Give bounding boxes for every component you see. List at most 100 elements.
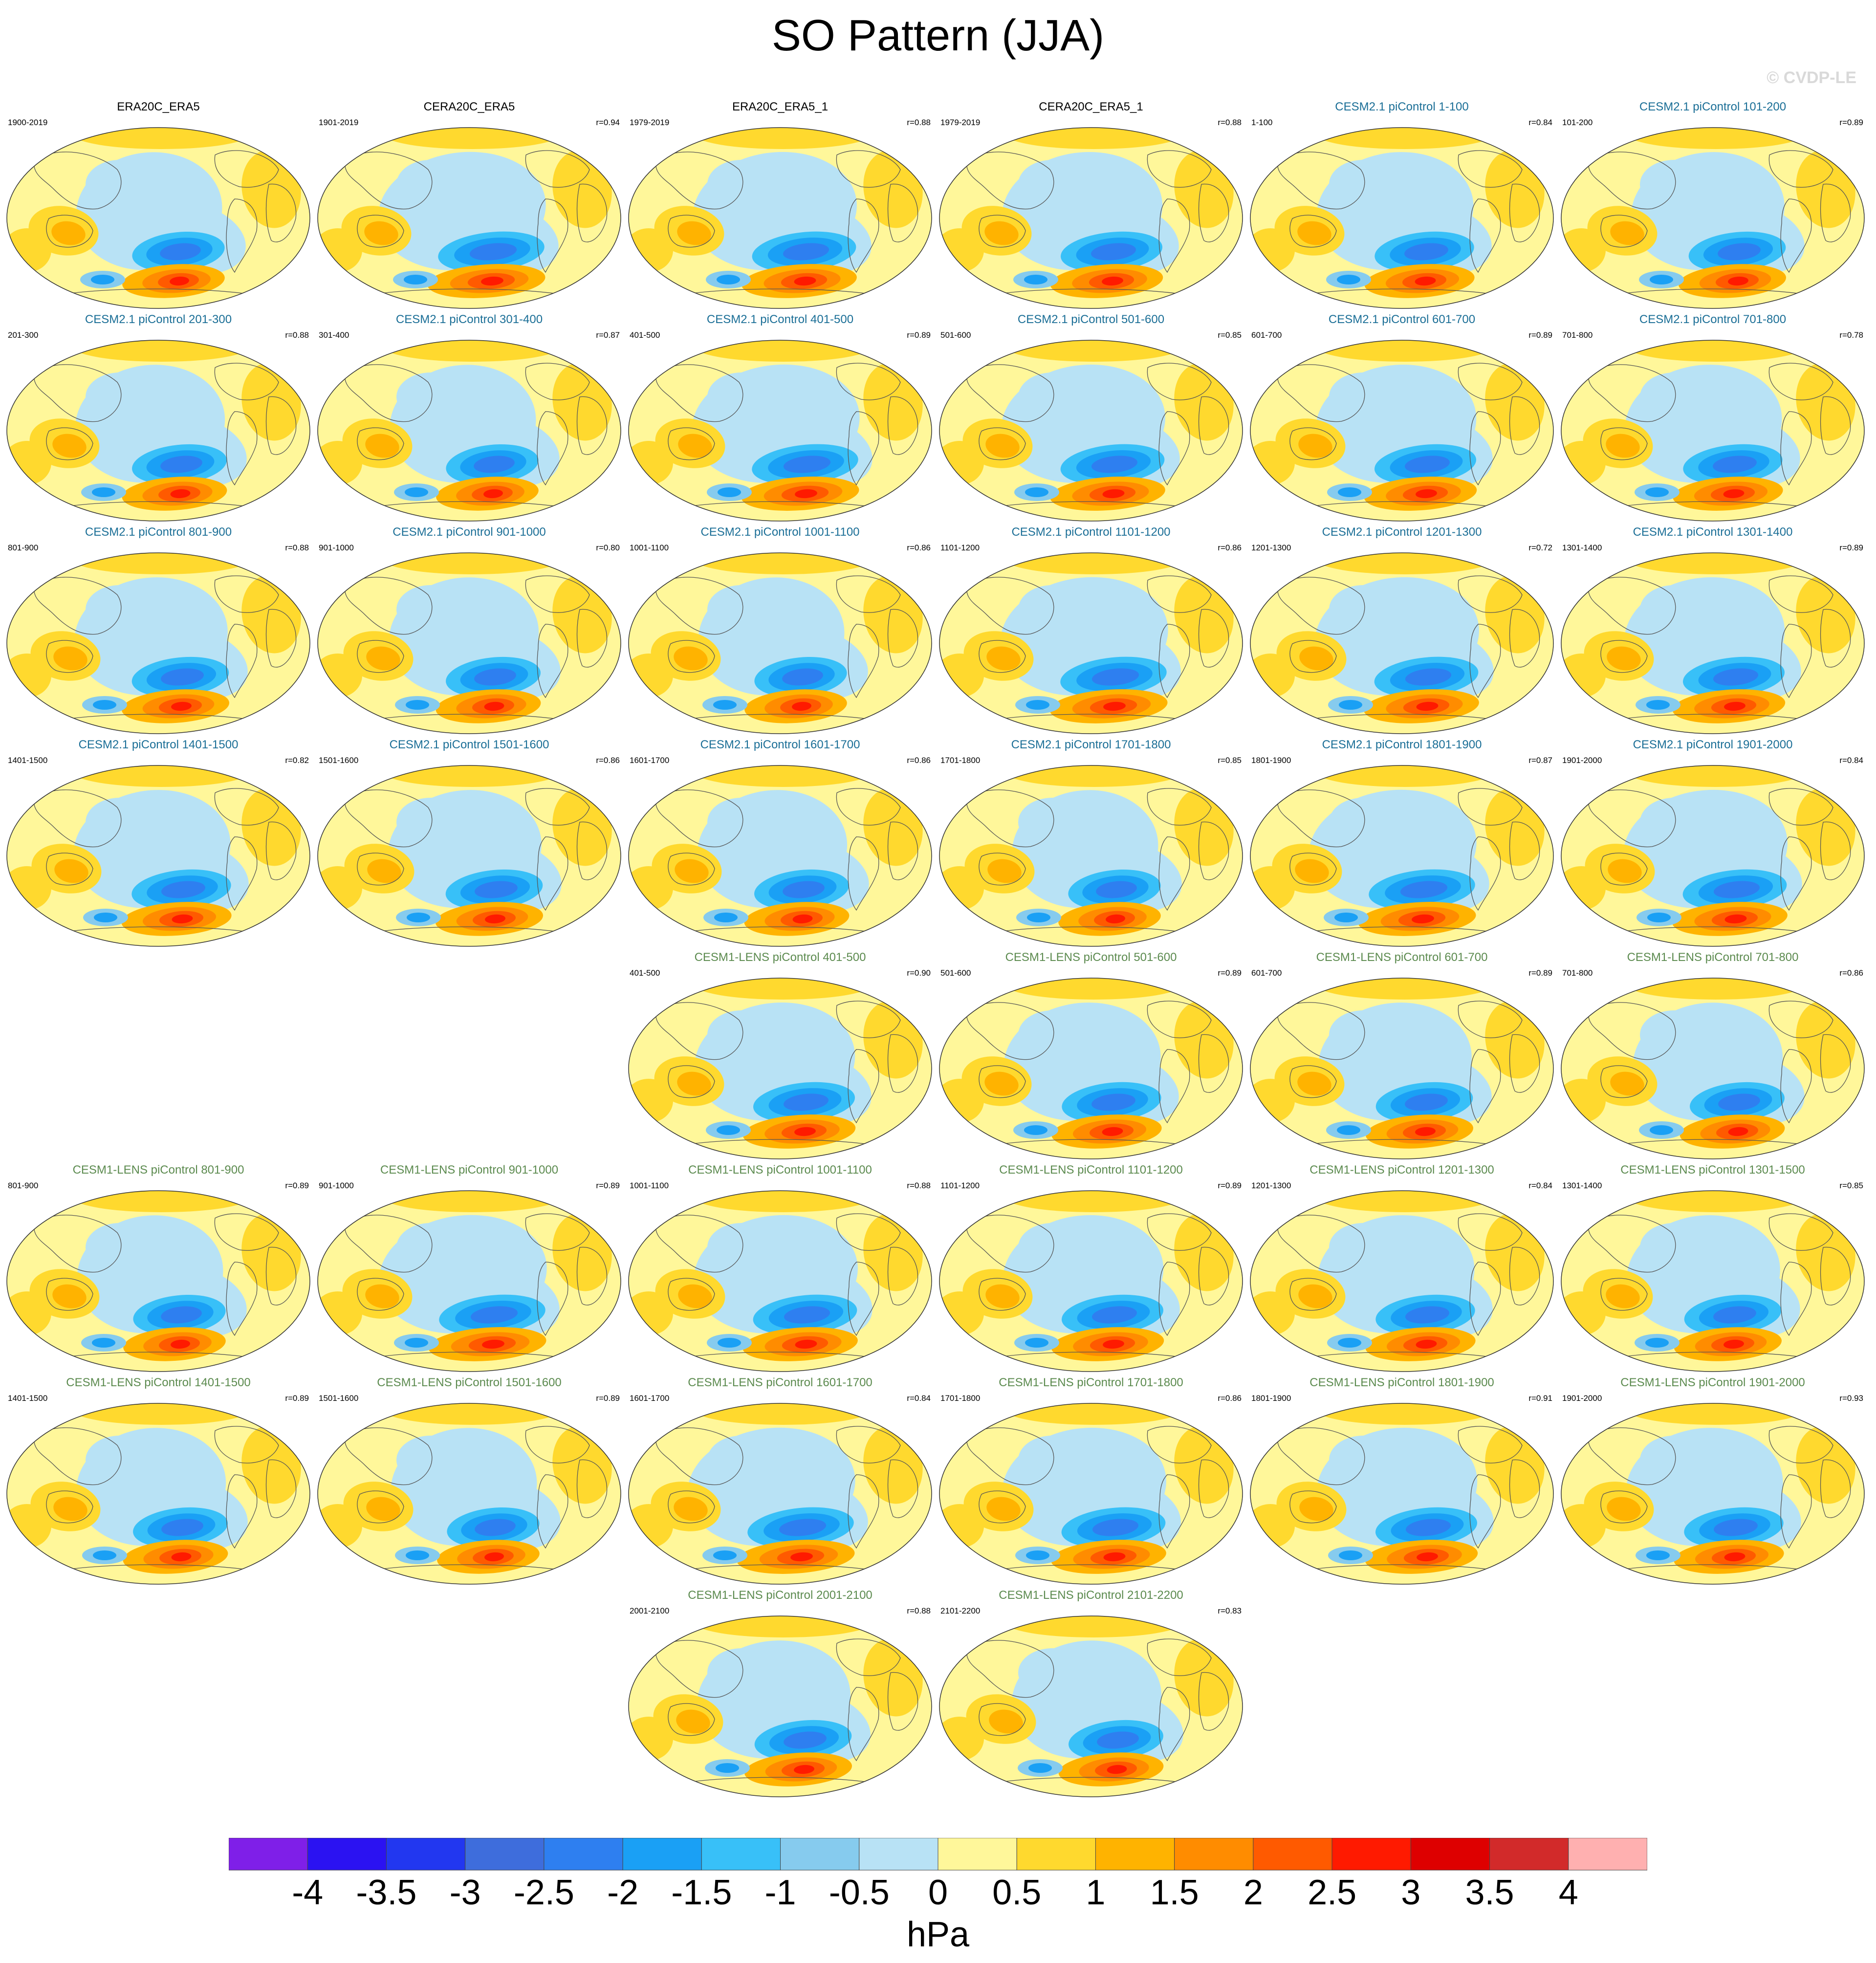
coastline bbox=[344, 577, 433, 635]
coastline bbox=[1289, 1278, 1337, 1311]
panel-title: CESM2.1 piControl 901-1000 bbox=[393, 525, 546, 539]
pacific-low-region bbox=[1329, 1436, 1397, 1484]
pacific-low-region bbox=[1640, 1010, 1708, 1059]
coastline bbox=[374, 714, 570, 721]
colorbar-swatch bbox=[1174, 1838, 1254, 1871]
coastline bbox=[836, 1213, 901, 1251]
panel-year-range: 1-100 bbox=[1251, 118, 1273, 127]
panel-pattern-correlation: r=0.88 bbox=[285, 543, 309, 552]
coastline bbox=[966, 789, 1054, 848]
secondary-low bbox=[1026, 700, 1049, 710]
coastline bbox=[1198, 183, 1229, 242]
panel-pattern-correlation: r=0.89 bbox=[1528, 968, 1552, 978]
colorbar-swatch bbox=[938, 1838, 1017, 1871]
coastline bbox=[685, 1139, 881, 1147]
secondary-low bbox=[406, 1550, 429, 1560]
pacific-low-region bbox=[86, 1436, 154, 1484]
arctic-high bbox=[1628, 765, 1804, 787]
coastline bbox=[979, 640, 1026, 673]
secondary-low bbox=[405, 487, 428, 497]
coastline bbox=[668, 427, 715, 460]
world-map bbox=[6, 127, 310, 309]
coastline bbox=[537, 411, 568, 486]
coastline bbox=[1307, 288, 1503, 296]
map-frame bbox=[1250, 1403, 1554, 1585]
coastline bbox=[214, 788, 279, 826]
coastline bbox=[1509, 183, 1540, 242]
world-map bbox=[939, 552, 1243, 734]
coastline bbox=[576, 183, 608, 242]
map-panel: CESM1-LENS piControl 501-600 501-600 r=0.8… bbox=[938, 951, 1244, 1161]
australia-high bbox=[674, 1497, 708, 1521]
coastline bbox=[1158, 1687, 1190, 1762]
arctic-high bbox=[695, 765, 871, 787]
antarctic-high-core bbox=[1412, 914, 1434, 924]
pacific-low-region bbox=[86, 585, 154, 634]
panel-pattern-correlation: r=0.88 bbox=[1218, 118, 1242, 127]
secondary-low bbox=[1337, 1125, 1360, 1135]
coastline bbox=[357, 215, 404, 248]
pacific-low-region bbox=[1640, 372, 1708, 421]
coastline bbox=[1277, 789, 1365, 848]
antarctic-high-core bbox=[1416, 701, 1439, 711]
page-title: SO Pattern (JJA) bbox=[771, 11, 1105, 60]
antarctic-high-core bbox=[170, 489, 191, 499]
world-map bbox=[628, 1403, 932, 1585]
pacific-low-region bbox=[1329, 372, 1397, 421]
map-frame bbox=[1250, 127, 1554, 309]
world-map bbox=[628, 978, 932, 1159]
secondary-low bbox=[1334, 913, 1358, 922]
coastline bbox=[1147, 1001, 1212, 1038]
colorbar-tick-label: 2 bbox=[1243, 1873, 1263, 1912]
coastline bbox=[966, 1640, 1054, 1698]
coastline bbox=[1307, 926, 1503, 934]
coastline bbox=[836, 363, 901, 400]
pacific-low-region bbox=[1018, 585, 1087, 634]
coastline bbox=[1277, 1427, 1365, 1485]
panel-year-range: 1201-1300 bbox=[1251, 543, 1291, 552]
map-panel: CESM2.1 piControl 1701-1800 1701-1800 r=0.… bbox=[938, 738, 1244, 948]
antarctic-high-core bbox=[171, 701, 192, 711]
australia-high bbox=[1297, 1071, 1331, 1096]
panel-title: CESM1-LENS piControl 1201-1300 bbox=[1309, 1163, 1494, 1177]
secondary-low bbox=[1337, 275, 1360, 284]
colorbar-swatch bbox=[386, 1838, 466, 1871]
pacific-low-region bbox=[396, 1223, 465, 1272]
australia-high bbox=[675, 859, 709, 883]
coastline bbox=[887, 1034, 918, 1093]
coastline bbox=[979, 1278, 1026, 1311]
southern-low-core bbox=[779, 1519, 827, 1536]
map-frame bbox=[6, 1403, 310, 1585]
antarctic-high-core bbox=[1102, 489, 1125, 499]
coastline bbox=[655, 1215, 743, 1273]
coastline bbox=[46, 1490, 93, 1524]
coastline bbox=[1820, 821, 1851, 880]
panel-title: CESM2.1 piControl 1501-1600 bbox=[389, 738, 549, 751]
colorbar-tick-label: -2 bbox=[607, 1873, 639, 1912]
map-frame bbox=[6, 1190, 310, 1372]
antarctic-high-core bbox=[1416, 1339, 1437, 1349]
coastline bbox=[848, 624, 879, 698]
pacific-low-region bbox=[707, 1010, 776, 1059]
australia-high bbox=[52, 434, 87, 458]
panel-year-range: 1301-1400 bbox=[1562, 1181, 1602, 1190]
map-frame bbox=[317, 765, 621, 947]
coastline bbox=[344, 1215, 433, 1273]
coastline bbox=[1820, 1246, 1851, 1306]
coastline bbox=[525, 575, 590, 613]
panel-pattern-correlation: r=0.89 bbox=[1839, 543, 1863, 552]
pacific-low-region bbox=[1640, 798, 1708, 847]
map-panel: CESM2.1 piControl 1801-1900 1801-1900 r=0.… bbox=[1248, 738, 1555, 948]
panel-year-range: 1201-1300 bbox=[1251, 1181, 1291, 1190]
coastline bbox=[1277, 1002, 1365, 1060]
colorbar-swatch bbox=[465, 1838, 545, 1871]
arctic-high bbox=[1006, 553, 1182, 574]
antarctic-high-core bbox=[484, 1552, 504, 1562]
coastline bbox=[63, 714, 260, 721]
colorbar-swatch bbox=[307, 1838, 387, 1871]
map-panel: CESM1-LENS piControl 1901-2000 1901-2000 r… bbox=[1559, 1376, 1866, 1586]
antarctic-high-core bbox=[481, 276, 503, 286]
antarctic-high-core bbox=[1103, 701, 1126, 711]
arctic-high bbox=[1317, 1191, 1493, 1212]
coastline bbox=[344, 152, 433, 210]
